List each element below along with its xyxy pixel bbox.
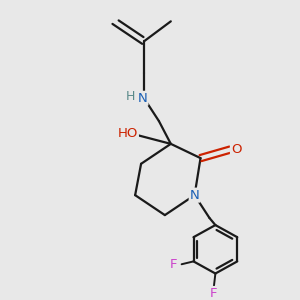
Text: F: F (169, 258, 177, 271)
Text: N: N (138, 92, 147, 105)
Text: O: O (231, 143, 242, 156)
Text: F: F (210, 287, 218, 300)
Text: HO: HO (118, 128, 138, 140)
Text: H: H (126, 90, 135, 103)
Text: N: N (190, 189, 200, 202)
